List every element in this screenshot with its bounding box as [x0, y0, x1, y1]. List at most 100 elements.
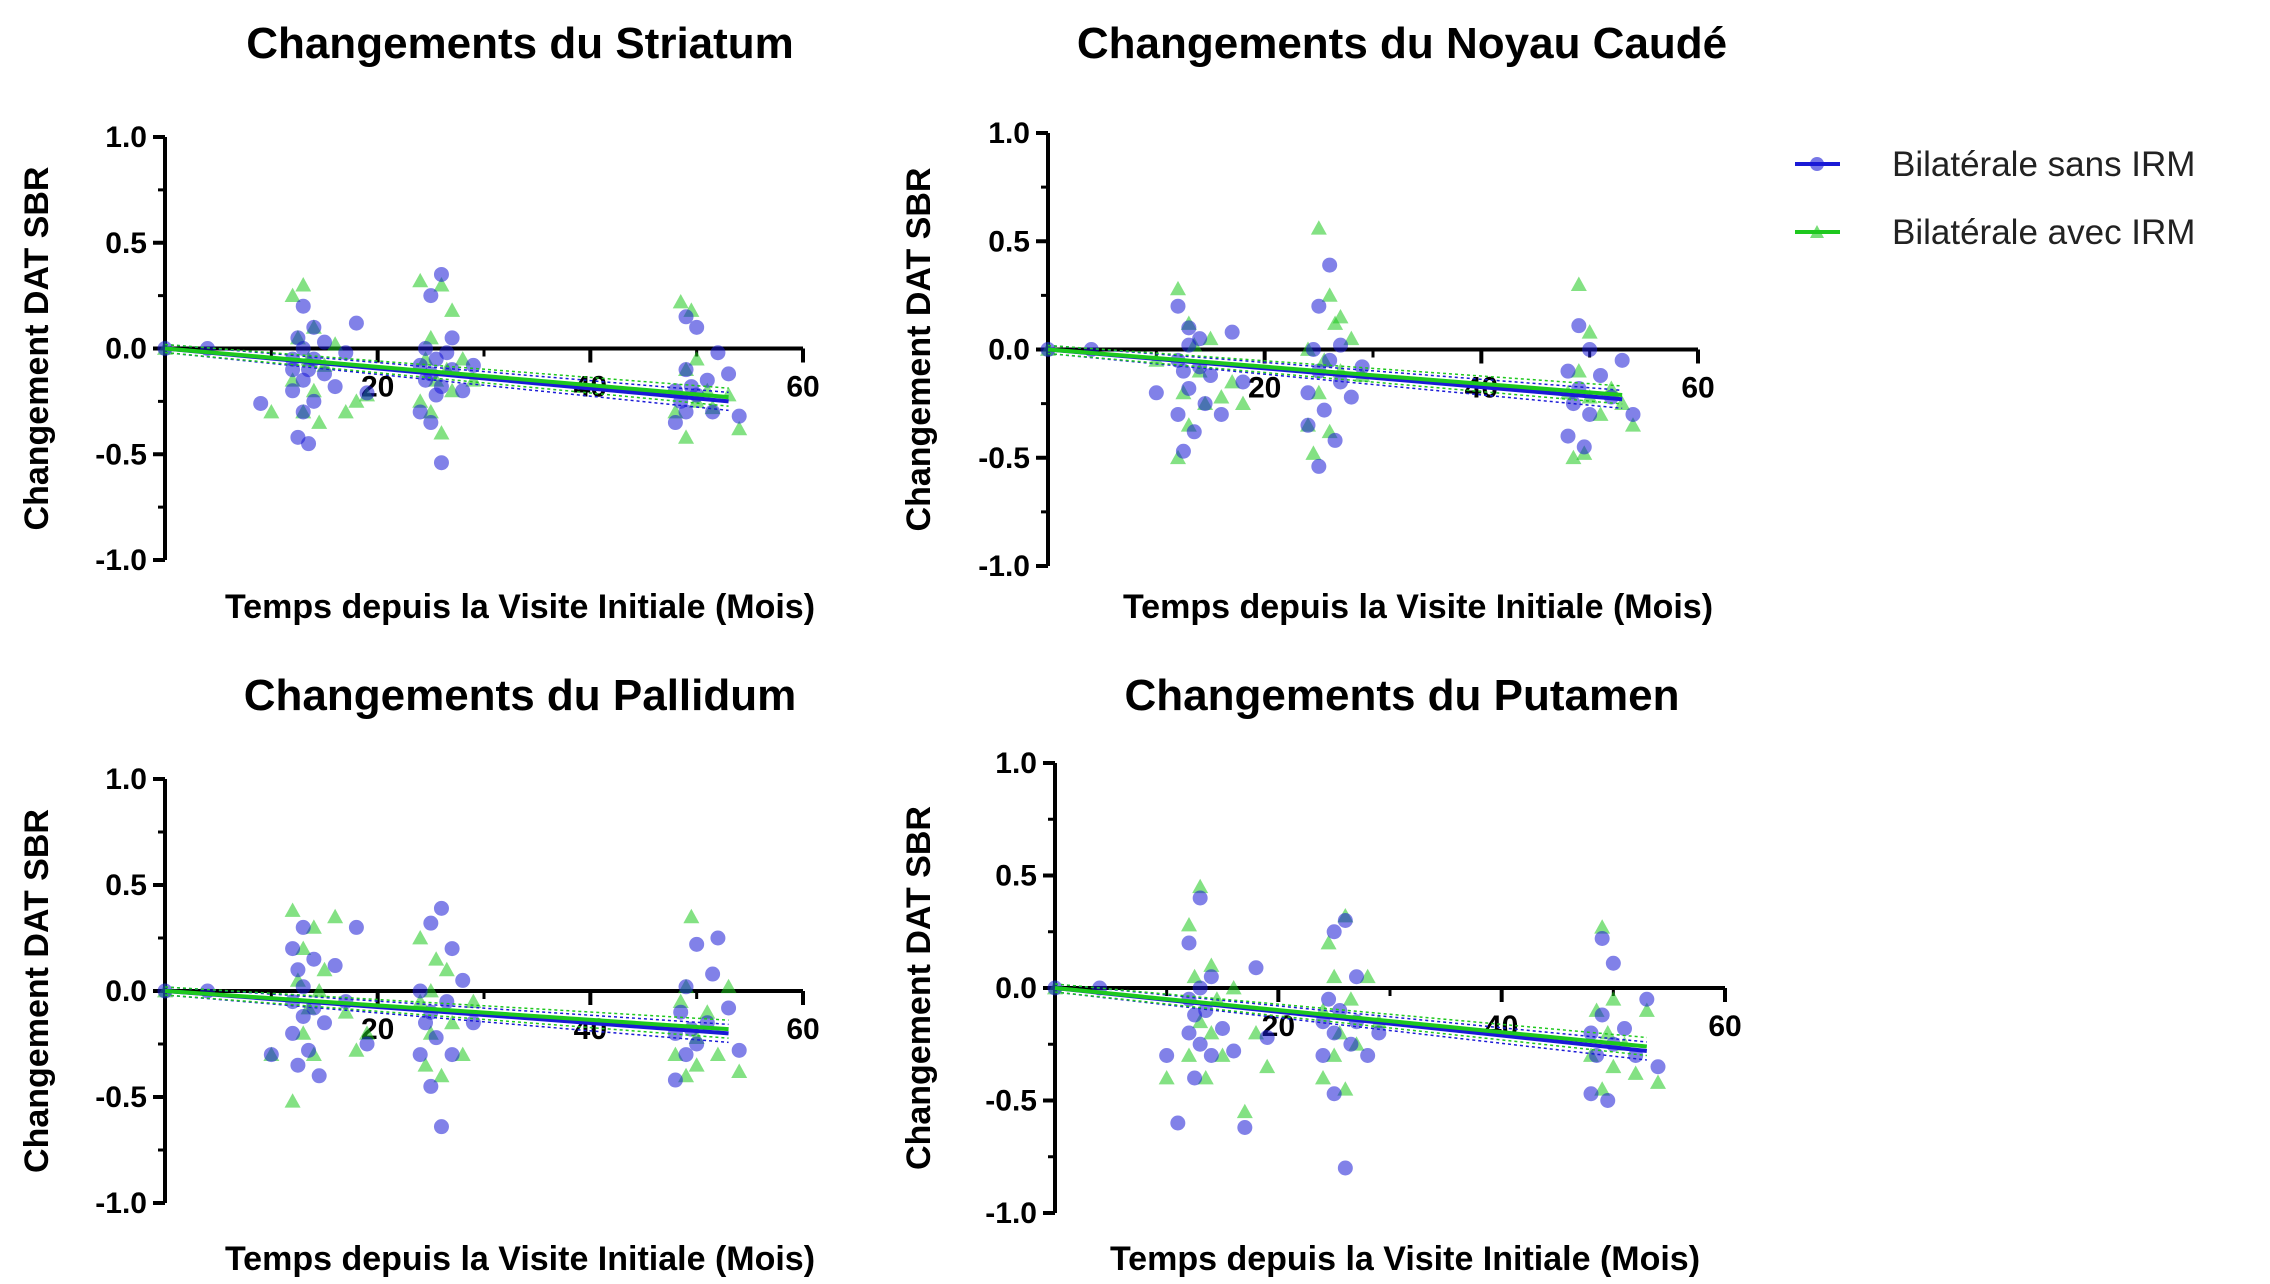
data-point-circle	[317, 366, 332, 382]
data-point-circle	[1175, 363, 1191, 379]
data-point-triangle	[422, 329, 439, 345]
data-point-circle	[678, 1047, 694, 1063]
data-point-circle	[1593, 367, 1608, 383]
data-point-triangle	[412, 393, 429, 408]
data-point-circle	[1181, 337, 1197, 353]
data-point-circle	[689, 936, 705, 952]
chart-title: Changements du Putamen	[1125, 671, 1680, 720]
data-point-triangle	[454, 351, 471, 366]
legend-entry: Bilatérale avec IRM	[1795, 213, 2195, 252]
data-point-triangle	[337, 1004, 354, 1019]
data-point-circle	[1322, 257, 1338, 273]
data-point-circle	[667, 415, 683, 431]
data-point-circle	[1259, 1030, 1275, 1045]
data-point-circle	[1203, 969, 1219, 985]
data-point-circle	[311, 1068, 327, 1084]
data-point-triangle	[1605, 991, 1622, 1006]
chart-title: Changements du Pallidum	[244, 671, 797, 720]
data-point-circle	[1583, 1025, 1599, 1041]
y-tick-label: -0.5	[95, 438, 147, 471]
data-point-circle	[290, 1057, 306, 1073]
data-point-circle	[1594, 1007, 1610, 1023]
data-point-circle	[1159, 1048, 1175, 1063]
data-point-circle	[721, 366, 737, 382]
data-point-triangle	[1181, 1047, 1197, 1062]
data-point-circle	[1170, 298, 1186, 314]
x-axis-label: Temps depuis la Visite Initiale (Mois)	[225, 1240, 815, 1278]
data-point-circle	[1203, 367, 1218, 383]
data-point-circle	[433, 1119, 449, 1135]
y-tick-label: -1.0	[985, 1197, 1037, 1230]
chart-panel: Changements du Striatum 1.0 0.5 0.0 -0.5 -1.0…	[18, 19, 820, 626]
y-tick-label: 0.5	[988, 225, 1030, 258]
data-point-triangle	[1359, 968, 1376, 984]
data-point-circle	[1237, 1120, 1253, 1135]
chart-panel: Changements du Putamen1.00.50.0-0.5-1.02…	[900, 671, 1742, 1278]
data-point-circle	[678, 979, 694, 995]
data-point-triangle	[1599, 1025, 1616, 1040]
data-point-circle	[1571, 318, 1587, 334]
data-point-triangle	[327, 336, 344, 351]
data-point-triangle	[1315, 1070, 1331, 1085]
data-point-triangle	[1225, 980, 1242, 995]
data-point-triangle	[731, 1063, 748, 1078]
data-point-circle	[433, 900, 449, 916]
data-point-circle	[1333, 337, 1348, 353]
data-point-circle	[1235, 374, 1251, 390]
y-tick-label: -1.0	[978, 550, 1030, 583]
x-tick-label: 60	[1708, 1010, 1741, 1043]
data-point-circle	[1560, 428, 1576, 444]
data-point-circle	[301, 1042, 317, 1058]
y-tick-label: 0.0	[988, 334, 1030, 367]
data-point-circle	[1175, 443, 1191, 459]
data-point-triangle	[263, 403, 280, 419]
data-point-circle	[1311, 298, 1327, 314]
data-point-circle	[1337, 913, 1353, 928]
data-point-circle	[412, 404, 428, 420]
data-point-triangle	[1236, 1103, 1253, 1119]
y-tick-label: -0.5	[978, 442, 1030, 475]
data-point-circle	[1337, 1160, 1353, 1176]
data-point-triangle	[1605, 1058, 1622, 1074]
data-point-circle	[433, 379, 449, 395]
data-point-triangle	[688, 351, 705, 366]
confidence-band-lower	[164, 994, 729, 1044]
data-point-circle	[1625, 406, 1641, 422]
data-point-triangle	[709, 1046, 726, 1061]
data-point-circle	[1192, 1036, 1208, 1052]
data-point-circle	[1326, 1025, 1342, 1041]
regression-line	[1054, 986, 1648, 1049]
data-point-circle	[1311, 458, 1327, 474]
regression-line	[164, 989, 729, 1032]
data-point-triangle	[678, 429, 695, 444]
data-point-circle	[1343, 389, 1359, 405]
data-point-triangle	[465, 993, 482, 1008]
data-point-circle	[1170, 1115, 1186, 1131]
data-point-triangle	[1235, 395, 1251, 411]
y-tick-label: 0.0	[105, 975, 147, 1008]
data-point-circle	[689, 1036, 705, 1052]
x-tick-label: 60	[786, 371, 819, 404]
data-point-circle	[1300, 417, 1316, 433]
data-point-circle	[423, 1078, 439, 1094]
data-point-circle	[1605, 955, 1621, 971]
regression-line	[164, 346, 729, 400]
y-tick-label: 0.5	[105, 869, 147, 902]
data-point-circle	[348, 919, 364, 935]
data-point-triangle	[731, 420, 748, 436]
data-point-circle	[1639, 991, 1655, 1007]
x-axis-label: Temps depuis la Visite Initiale (Mois)	[1123, 588, 1713, 626]
chart-panels: Changements du Striatum 1.0 0.5 0.0 -0.5 -1.0…	[18, 19, 1742, 1278]
data-point-triangle	[348, 1042, 365, 1057]
data-point-circle	[306, 393, 322, 409]
data-point-circle	[306, 951, 322, 967]
data-point-triangle	[428, 951, 445, 966]
data-point-triangle	[1310, 220, 1327, 235]
data-point-triangle	[433, 277, 450, 292]
data-point-circle	[1371, 1025, 1387, 1041]
data-point-triangle	[1320, 935, 1337, 950]
data-point-triangle	[412, 272, 429, 288]
data-point-triangle	[1214, 1047, 1231, 1062]
legend-marker-triangle	[1810, 225, 1824, 238]
